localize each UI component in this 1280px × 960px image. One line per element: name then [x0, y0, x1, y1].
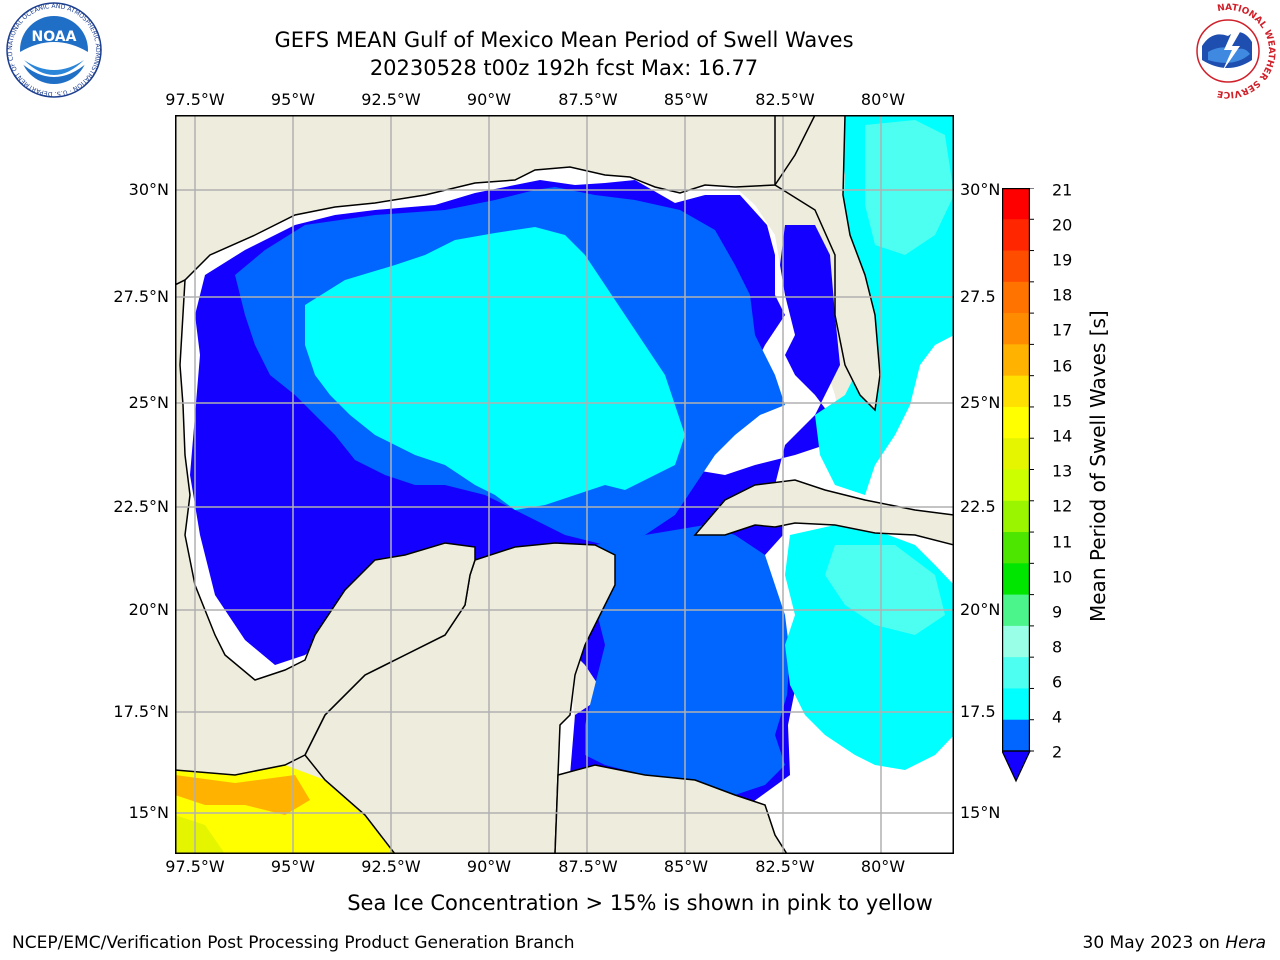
colorbar-band — [1002, 250, 1030, 283]
colorbar-band — [1002, 188, 1030, 220]
colorbar-tick: 2 — [1052, 742, 1063, 762]
lon-label-top: 95°W — [270, 90, 316, 109]
colorbar-label-wrap: Mean Period of Swell Waves [s] — [948, 310, 1248, 622]
lat-label-right: 25°N — [960, 393, 1001, 412]
mexico-coast — [175, 278, 476, 776]
map-panel — [175, 115, 954, 854]
colorbar-tick: 18 — [1052, 285, 1073, 305]
colorbar-band — [1002, 625, 1030, 658]
colorbar-tick: 8 — [1052, 637, 1063, 657]
colorbar-tick: 21 — [1052, 180, 1073, 200]
lon-label-top: 82.5°W — [755, 90, 815, 109]
noaa-logo: NATIONAL OCEANIC AND ATMOSPHERIC ADMINIS… — [3, 0, 102, 98]
lat-label-left: 17.5°N — [113, 702, 169, 721]
colorbar-band — [1002, 375, 1030, 408]
colorbar-band — [1002, 594, 1030, 627]
colorbar-band — [1002, 219, 1030, 252]
lat-label-left: 30°N — [128, 180, 169, 199]
colorbar-band — [1002, 313, 1030, 345]
colorbar-band — [1002, 532, 1030, 564]
sea-ice-greenish — [175, 815, 225, 854]
lon-label-top: 80°W — [860, 90, 906, 109]
colorbar-tick: 4 — [1052, 707, 1063, 727]
lon-label-bottom: 92.5°W — [361, 857, 421, 876]
colorbar-band — [1002, 281, 1030, 314]
graticule — [175, 115, 954, 854]
us-gulf-coast — [175, 115, 776, 286]
colorbar-tick: 19 — [1052, 250, 1073, 270]
lon-label-top: 92.5°W — [361, 90, 421, 109]
chart-title: GEFS MEAN Gulf of Mexico Mean Period of … — [274, 28, 854, 52]
colorbar-tick: 11 — [1052, 532, 1073, 552]
colorbar-band — [1002, 500, 1030, 533]
lon-label-bottom: 95°W — [270, 857, 316, 876]
nws-logo: NATIONAL WEATHER SERVICE — [1178, 2, 1278, 100]
colorbar-tick: 17 — [1052, 320, 1073, 340]
colorbar-label: Mean Period of Swell Waves [s] — [1086, 310, 1110, 622]
lon-label-bottom: 87.5°W — [558, 857, 618, 876]
lat-label-right: 15°N — [960, 803, 1001, 822]
lon-label-bottom: 82.5°W — [755, 857, 815, 876]
swell-band-lightcyan — [865, 120, 954, 255]
colorbar-band — [1002, 657, 1030, 689]
colorbar-tick: 13 — [1052, 461, 1073, 481]
colorbar-band — [1002, 438, 1030, 470]
footer-date: 30 May 2023 on Hera — [1083, 933, 1267, 953]
colorbar-band — [1002, 344, 1030, 377]
lon-label-top: 87.5°W — [558, 90, 618, 109]
footer-machine: Hera — [1225, 933, 1266, 953]
lon-label-bottom: 97.5°W — [165, 857, 225, 876]
lon-label-bottom: 90°W — [466, 857, 512, 876]
lat-label-right: 27.5 — [960, 287, 996, 306]
lat-label-right: 30°N — [960, 180, 1001, 199]
map-frame — [175, 115, 954, 854]
lon-label-top: 90°W — [466, 90, 512, 109]
lon-label-top: 97.5°W — [165, 90, 225, 109]
lon-label-bottom: 85°W — [663, 857, 709, 876]
cuba — [693, 479, 954, 546]
lat-label-left: 27.5°N — [113, 287, 169, 306]
colorbar-band — [1002, 719, 1030, 752]
lat-label-right: 20°N — [960, 600, 1001, 619]
colorbar-band — [1002, 688, 1030, 721]
colorbar-tick: 9 — [1052, 602, 1063, 622]
lat-label-left: 20°N — [128, 600, 169, 619]
colorbar-band — [1002, 406, 1030, 439]
florida-peninsula — [773, 115, 881, 412]
lon-label-bottom: 80°W — [860, 857, 906, 876]
chart-subtitle: 20230528 t00z 192h fcst Max: 16.77 — [369, 56, 759, 80]
colorbar-band — [1002, 469, 1030, 502]
colorbar-band — [1002, 563, 1030, 596]
colorbar-tick: 20 — [1052, 215, 1073, 235]
colorbar-tick: 14 — [1052, 426, 1073, 446]
colorbar-tick: 16 — [1052, 356, 1073, 376]
noaa-logo-text: NOAA — [32, 29, 77, 45]
colorbar-frame — [1002, 188, 1030, 752]
sea-ice-orange — [175, 775, 310, 815]
colorbar — [1002, 188, 1034, 784]
colorbar-tick: 6 — [1052, 672, 1063, 692]
swell-band-lightcyan-2 — [825, 545, 945, 635]
colorbar-extend-arrow — [1002, 750, 1031, 783]
colorbar-tick: 12 — [1052, 496, 1073, 516]
lat-label-right: 22.5 — [960, 497, 996, 516]
lat-label-left: 25°N — [128, 393, 169, 412]
lat-label-left: 15°N — [128, 803, 169, 822]
colorbar-tick: 10 — [1052, 567, 1073, 587]
lat-label-left: 22.5°N — [113, 497, 169, 516]
footer-date-text: 30 May 2023 on — [1082, 933, 1226, 953]
colorbar-tick: 15 — [1052, 391, 1073, 411]
footer-credit: NCEP/EMC/Verification Post Processing Pr… — [12, 933, 575, 953]
honduras-coast — [554, 764, 788, 854]
lon-label-top: 85°W — [663, 90, 709, 109]
swell-band-blue-south — [585, 525, 790, 795]
lat-label-right: 17.5 — [960, 702, 996, 721]
sea-ice-note: Sea Ice Concentration > 15% is shown in … — [347, 891, 933, 915]
